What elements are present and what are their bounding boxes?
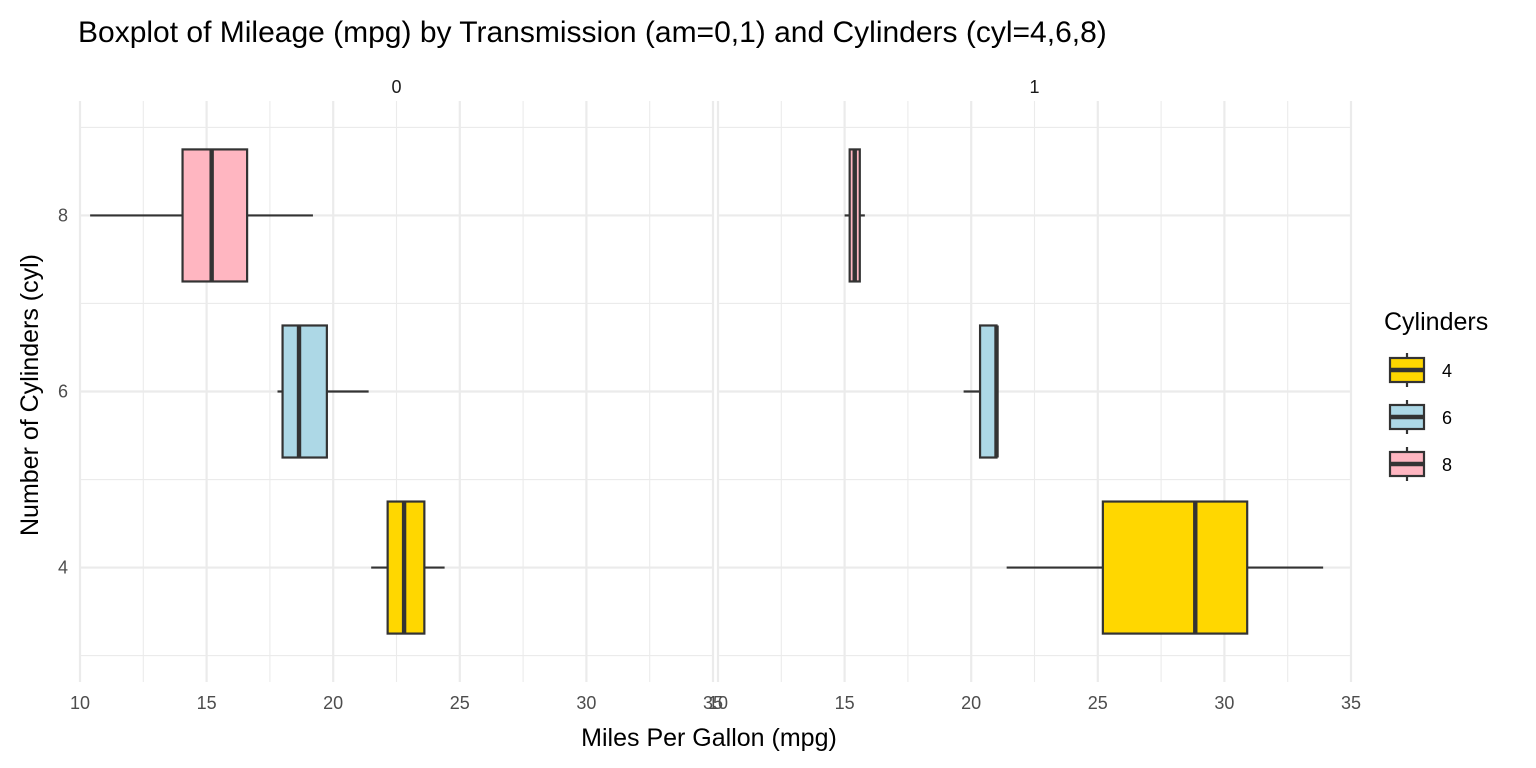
legend-title: Cylinders — [1384, 308, 1488, 336]
facet-strip-label: 0 — [391, 77, 401, 97]
box-cyl-4 — [1006, 500, 1324, 635]
y-axis-title: Number of Cylinders (cyl) — [16, 254, 44, 536]
chart-title: Boxplot of Mileage (mpg) by Transmission… — [78, 16, 1107, 49]
legend: Cylinders 4 6 8 — [1384, 308, 1488, 481]
box-cyl-6 — [963, 324, 999, 459]
legend-entry-8: 8 — [1388, 447, 1452, 481]
legend-entry-4: 4 — [1388, 353, 1452, 387]
x-tick-label: 20 — [323, 693, 343, 713]
x-axis-title: Miles Per Gallon (mpg) — [581, 724, 837, 752]
x-tick-label: 10 — [70, 693, 90, 713]
x-tick-label: 35 — [703, 693, 723, 713]
box-iqr — [978, 324, 998, 459]
x-tick-label: 35 — [1341, 693, 1361, 713]
legend-entry-6: 6 — [1388, 400, 1452, 434]
x-tick-label: 15 — [197, 693, 217, 713]
box-iqr — [281, 324, 328, 459]
box-iqr — [1101, 500, 1249, 635]
box-cyl-8 — [90, 148, 313, 283]
x-tick-label: 30 — [1214, 693, 1234, 713]
facet-panel-0: 0 10 15 20 25 30 35 — [70, 77, 723, 713]
legend-label: 6 — [1442, 408, 1452, 428]
facet-panels: 0 10 15 20 25 30 35 1 10 15 20 25 30 35 4 6 8 — [58, 77, 1361, 713]
box-cyl-8 — [844, 148, 865, 283]
box-cyl-4 — [371, 500, 445, 635]
x-tick-label: 25 — [1088, 693, 1108, 713]
y-tick-label: 8 — [58, 205, 68, 225]
x-tick-label: 20 — [961, 693, 981, 713]
box-iqr — [181, 148, 249, 283]
facet-panel-1: 1 10 15 20 25 30 35 — [708, 77, 1361, 713]
box-cyl-6 — [277, 324, 369, 459]
x-tick-label: 15 — [835, 693, 855, 713]
x-tick-label: 30 — [576, 693, 596, 713]
legend-label: 8 — [1442, 455, 1452, 475]
legend-label: 4 — [1442, 361, 1452, 381]
y-tick-label: 6 — [58, 382, 68, 402]
facet-strip-label: 1 — [1029, 77, 1039, 97]
x-tick-label: 25 — [450, 693, 470, 713]
x-tick-label: 10 — [708, 693, 728, 713]
y-tick-label: 4 — [58, 558, 68, 578]
